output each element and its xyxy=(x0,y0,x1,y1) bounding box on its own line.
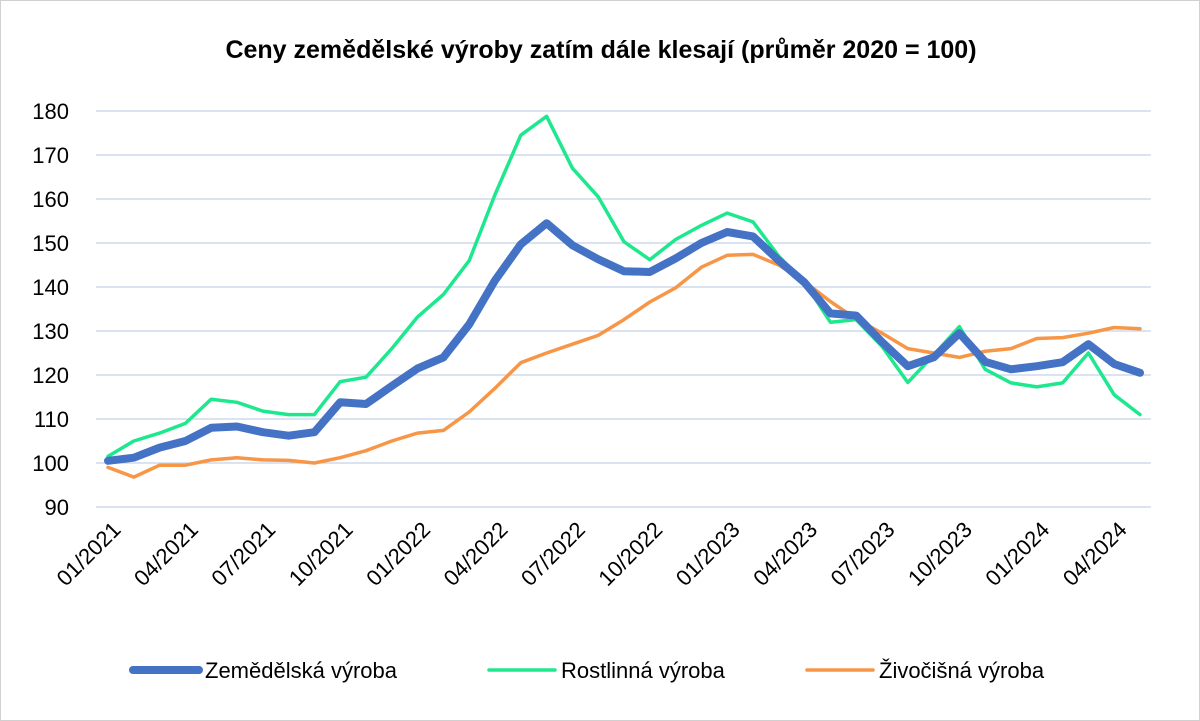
x-tick-label: 04/2021 xyxy=(129,517,203,591)
series-line-1 xyxy=(104,219,1144,465)
y-tick-label: 160 xyxy=(32,187,69,212)
x-tick-label: 07/2022 xyxy=(516,517,590,591)
x-tick-label: 07/2023 xyxy=(826,517,900,591)
y-tick-label: 90 xyxy=(45,495,69,520)
x-tick-label: 01/2024 xyxy=(980,517,1054,591)
x-tick-label: 10/2021 xyxy=(284,517,358,591)
legend-label: Živočišná výroba xyxy=(879,658,1045,683)
legend-label: Rostlinná výroba xyxy=(561,658,726,683)
chart-title: Ceny zemědělské výroby zatím dále klesaj… xyxy=(225,36,976,64)
legend: Zemědělská výroba Rostlinná výroba Živočiš… xyxy=(129,658,1045,683)
y-tick-label: 100 xyxy=(32,451,69,476)
y-axis-tick-labels: 90 100 110 120 130 140 150 160 170 180 xyxy=(32,99,69,520)
x-tick-label: 04/2023 xyxy=(748,517,822,591)
y-tick-label: 110 xyxy=(34,407,69,432)
x-axis-tick-labels: 01/2021 04/2021 07/2021 10/2021 01/2022 04/20… xyxy=(52,517,1132,591)
x-tick-label: 07/2021 xyxy=(206,517,280,591)
y-tick-label: 150 xyxy=(32,231,69,256)
x-tick-label: 10/2022 xyxy=(593,517,667,591)
series-lines xyxy=(104,114,1144,479)
series-line-3 xyxy=(106,252,1142,479)
x-tick-label: 01/2022 xyxy=(361,517,435,591)
y-tick-label: 170 xyxy=(32,143,69,168)
gridlines xyxy=(96,110,1151,508)
y-tick-label: 180 xyxy=(32,99,69,124)
y-tick-label: 140 xyxy=(32,275,69,300)
x-tick-label: 04/2022 xyxy=(439,517,513,591)
legend-label: Zemědělská výroba xyxy=(205,658,398,683)
y-tick-label: 120 xyxy=(32,363,69,388)
x-tick-label: 10/2023 xyxy=(903,517,977,591)
x-tick-label: 01/2021 xyxy=(52,517,126,591)
x-tick-label: 01/2023 xyxy=(671,517,745,591)
y-tick-label: 130 xyxy=(32,319,69,344)
x-tick-label: 04/2024 xyxy=(1058,517,1132,591)
